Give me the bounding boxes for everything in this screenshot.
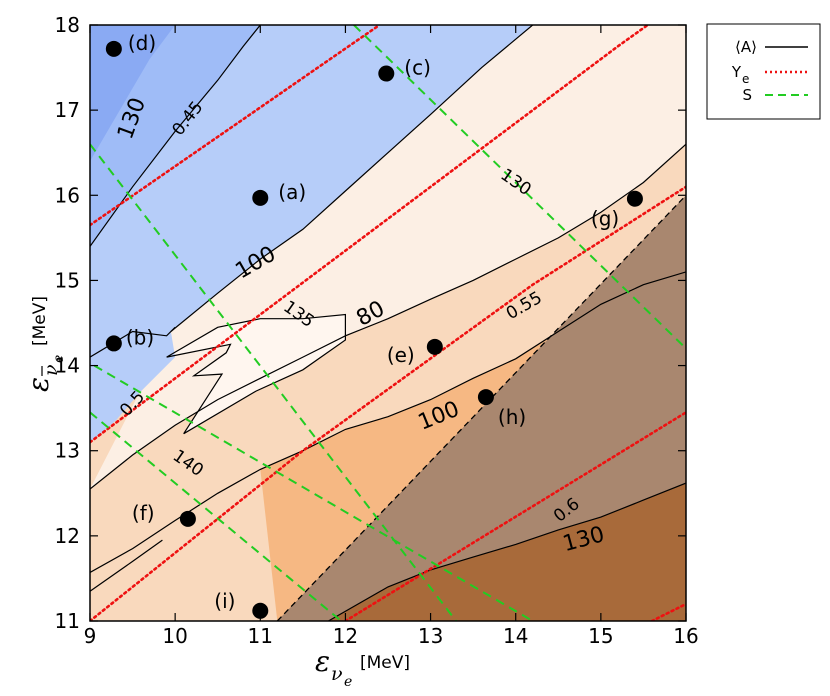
contour-lines — [90, 25, 686, 621]
point-marker — [252, 189, 269, 206]
point-label: (c) — [404, 56, 431, 80]
a-contour-line-extra — [90, 539, 163, 592]
legend-box — [706, 23, 821, 120]
a-contour-line-0 — [90, 25, 261, 247]
x-axis-label: ε ν e [MeV] — [315, 645, 410, 690]
a-contour-line-2 — [90, 143, 686, 490]
point-label: (e) — [387, 343, 415, 367]
ye-line-2 — [90, 185, 686, 621]
point-label: (f) — [132, 501, 155, 525]
point-marker — [105, 40, 122, 57]
ye-line-1 — [90, 25, 649, 444]
legend-label-a: ⟨A⟩ — [735, 38, 757, 56]
y-tick-label: 17 — [55, 98, 80, 122]
a-contour-line-4 — [328, 482, 686, 621]
x-tick-label: 16 — [673, 624, 698, 648]
s-line-1 — [90, 411, 342, 621]
axis-ticks: 9 10 11 12 13 14 15 16 11 12 13 14 15 16 17 18 — [55, 13, 699, 648]
ye-line-3 — [344, 411, 686, 621]
plot-frame — [89, 24, 687, 622]
filled-regions — [90, 25, 686, 621]
y-tick-label: 14 — [55, 354, 80, 378]
point-label: (i) — [214, 589, 235, 613]
x-tick-label: 11 — [248, 624, 273, 648]
legend-label-ye-sub: e — [742, 72, 749, 86]
s-line-2 — [353, 25, 686, 350]
point-marker — [378, 65, 395, 82]
x-tick-label: 14 — [503, 624, 528, 648]
point-label: (g) — [591, 207, 619, 231]
y-tick-label: 16 — [55, 183, 80, 207]
point-label: (h) — [498, 405, 526, 429]
x-tick-label: 13 — [418, 624, 443, 648]
point-label: (d) — [128, 31, 156, 55]
ye-line-0 — [90, 25, 381, 227]
y-axis-label: ε ν e [MeV] — [22, 296, 67, 392]
y-axis-symbol: ε — [22, 377, 55, 392]
x-axis-unit: [MeV] — [360, 653, 410, 673]
marked-points: (a) (b) (c) (d) (e) (f) (g) (h) (i) — [105, 31, 643, 619]
point-label: (a) — [278, 180, 306, 204]
x-tick-label: 15 — [588, 624, 613, 648]
x-axis-subsub: e — [344, 674, 352, 690]
a-contour-line-1 — [170, 25, 534, 332]
x-axis-symbol: ε — [315, 645, 330, 678]
a-contour-line-6 — [166, 313, 346, 435]
domain-boundary-line — [276, 194, 686, 621]
point-marker — [477, 389, 494, 406]
legend: ⟨A⟩ Y e S — [706, 23, 821, 120]
point-marker — [252, 602, 269, 619]
point-marker — [626, 190, 643, 207]
x-tick-label: 9 — [84, 624, 97, 648]
s-line-3 — [93, 364, 534, 621]
x-axis-sub: ν — [331, 663, 343, 685]
y-axis-sub: ν — [40, 364, 62, 376]
y-axis-subsub: e — [51, 355, 67, 363]
point-marker — [105, 335, 122, 352]
point-label: (b) — [126, 325, 154, 349]
region-blue-wedge — [90, 331, 176, 443]
y-tick-label: 18 — [55, 13, 80, 37]
y-tick-label: 15 — [55, 268, 80, 292]
legend-label-ye: Y — [731, 63, 742, 81]
y-tick-label: 11 — [55, 609, 80, 633]
x-tick-label: 12 — [333, 624, 358, 648]
region-brown — [328, 483, 686, 621]
x-tick-label: 10 — [162, 624, 187, 648]
y-tick-label: 13 — [55, 439, 80, 463]
point-marker — [179, 510, 196, 527]
legend-label-s: S — [742, 86, 752, 104]
region-blue-dark — [90, 25, 176, 162]
y-tick-label: 12 — [55, 524, 80, 548]
ye-line-4 — [650, 602, 686, 621]
y-axis-unit: [MeV] — [30, 296, 50, 346]
point-marker — [426, 338, 443, 355]
